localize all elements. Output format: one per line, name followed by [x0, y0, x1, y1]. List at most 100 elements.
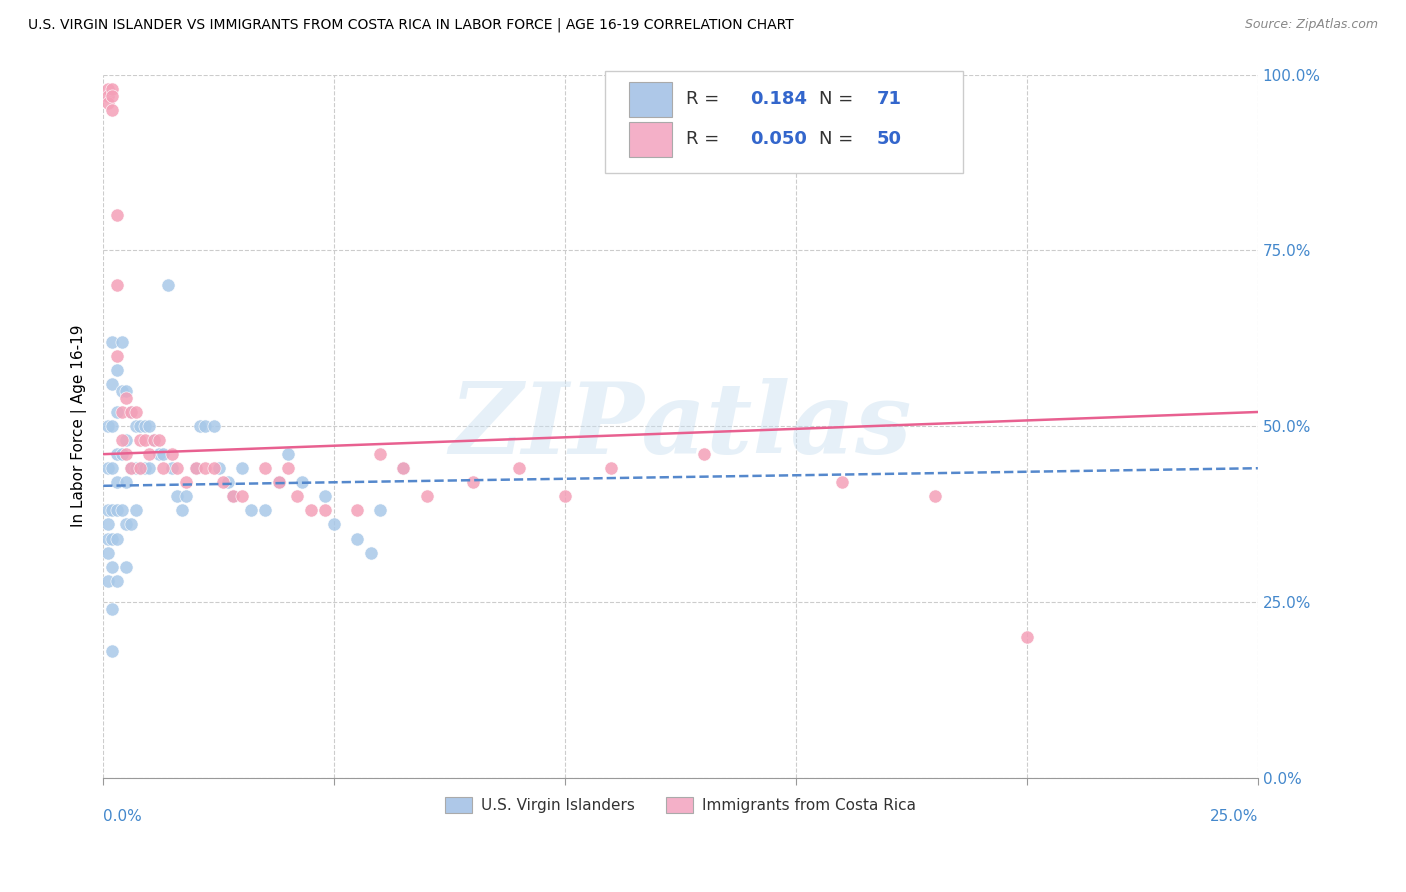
Point	[143, 433, 166, 447]
Text: N =: N =	[820, 130, 859, 148]
Point	[105, 475, 128, 490]
Point	[97, 517, 120, 532]
Point	[101, 461, 124, 475]
Point	[148, 447, 170, 461]
Point	[176, 475, 198, 490]
Point	[231, 461, 253, 475]
Point	[115, 517, 138, 532]
Point	[105, 447, 128, 461]
Point	[600, 461, 623, 475]
Point	[124, 405, 146, 419]
Point	[152, 461, 174, 475]
Point	[101, 419, 124, 434]
Point	[105, 532, 128, 546]
Point	[129, 461, 152, 475]
Point	[415, 489, 437, 503]
Point	[101, 334, 124, 349]
Point	[124, 461, 146, 475]
Text: 25.0%: 25.0%	[1209, 809, 1258, 824]
Point	[277, 461, 299, 475]
Point	[291, 475, 314, 490]
Point	[111, 405, 134, 419]
Text: U.S. VIRGIN ISLANDER VS IMMIGRANTS FROM COSTA RICA IN LABOR FORCE | AGE 16-19 CO: U.S. VIRGIN ISLANDER VS IMMIGRANTS FROM …	[28, 18, 794, 32]
Text: 0.0%: 0.0%	[103, 809, 142, 824]
Point	[221, 489, 243, 503]
Point	[212, 475, 235, 490]
Point	[105, 363, 128, 377]
Point	[368, 503, 391, 517]
Point	[129, 461, 152, 475]
Point	[392, 461, 415, 475]
Text: 71: 71	[877, 90, 901, 108]
Point	[105, 574, 128, 588]
Point	[184, 461, 207, 475]
Text: R =: R =	[686, 130, 725, 148]
Point	[115, 475, 138, 490]
Point	[101, 644, 124, 658]
Point	[253, 503, 276, 517]
Point	[346, 503, 368, 517]
Point	[162, 447, 184, 461]
Point	[97, 503, 120, 517]
Point	[217, 475, 239, 490]
Point	[115, 559, 138, 574]
Point	[368, 447, 391, 461]
Point	[152, 447, 174, 461]
Point	[170, 503, 193, 517]
Point	[101, 376, 124, 391]
Point	[148, 433, 170, 447]
Point	[240, 503, 263, 517]
Point	[285, 489, 308, 503]
Point	[346, 532, 368, 546]
Point	[176, 489, 198, 503]
Point	[111, 334, 134, 349]
Text: 0.050: 0.050	[749, 130, 807, 148]
Point	[101, 81, 124, 95]
Text: N =: N =	[820, 90, 859, 108]
Point	[267, 475, 290, 490]
Point	[101, 503, 124, 517]
Point	[221, 489, 243, 503]
Point	[831, 475, 853, 490]
Point	[115, 391, 138, 405]
Point	[360, 546, 382, 560]
Point	[115, 384, 138, 398]
Point	[162, 461, 184, 475]
Point	[202, 419, 225, 434]
Point	[194, 419, 217, 434]
Point	[97, 461, 120, 475]
Point	[194, 461, 217, 475]
Point	[101, 532, 124, 546]
Point	[105, 278, 128, 293]
Point	[101, 602, 124, 616]
Point	[208, 461, 231, 475]
Point	[120, 461, 142, 475]
Point	[138, 447, 160, 461]
Point	[124, 419, 146, 434]
Point	[314, 489, 336, 503]
Point	[124, 503, 146, 517]
Point	[120, 461, 142, 475]
Point	[461, 475, 484, 490]
Point	[97, 574, 120, 588]
Point	[392, 461, 415, 475]
Point	[277, 447, 299, 461]
Point	[101, 559, 124, 574]
Point	[253, 461, 276, 475]
Point	[166, 461, 188, 475]
Point	[314, 503, 336, 517]
Point	[188, 419, 211, 434]
Point	[134, 461, 156, 475]
Point	[111, 447, 134, 461]
Point	[97, 532, 120, 546]
Point	[101, 103, 124, 117]
Point	[138, 419, 160, 434]
Point	[134, 433, 156, 447]
Point	[129, 433, 152, 447]
Point	[166, 489, 188, 503]
Point	[115, 447, 138, 461]
Point	[115, 433, 138, 447]
FancyBboxPatch shape	[628, 81, 672, 117]
Point	[299, 503, 322, 517]
Point	[554, 489, 576, 503]
